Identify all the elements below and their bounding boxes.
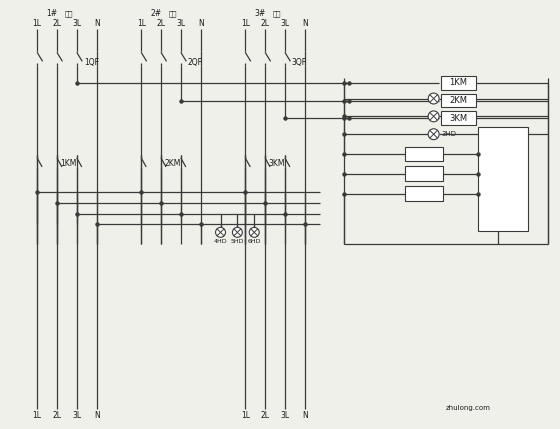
Circle shape	[216, 227, 226, 237]
Text: 3KM: 3KM	[268, 160, 284, 169]
Text: 3L: 3L	[176, 19, 185, 28]
Text: BD: BD	[430, 169, 441, 178]
Text: 6: 6	[515, 186, 520, 195]
Text: N: N	[302, 411, 307, 420]
Text: 1L: 1L	[241, 19, 250, 28]
Text: 1L: 1L	[32, 411, 41, 420]
Circle shape	[249, 227, 259, 237]
Text: +: +	[418, 148, 426, 157]
Text: 3L: 3L	[72, 19, 81, 28]
Text: M: M	[502, 145, 510, 154]
Text: HZ: HZ	[501, 172, 511, 181]
Text: 1L: 1L	[137, 19, 146, 28]
Text: N: N	[94, 411, 100, 420]
Circle shape	[428, 93, 439, 104]
Text: 8: 8	[516, 147, 520, 156]
Text: 2L: 2L	[157, 19, 166, 28]
Text: 1L: 1L	[32, 19, 41, 28]
Text: 3HD: 3HD	[442, 131, 456, 137]
Text: 1QF: 1QF	[84, 58, 99, 67]
Circle shape	[232, 227, 242, 237]
Text: +: +	[418, 187, 426, 197]
Text: N: N	[198, 19, 204, 28]
Bar	[405, 147, 442, 161]
Text: 5: 5	[483, 214, 488, 223]
Text: 2: 2	[412, 169, 417, 178]
Text: N: N	[302, 19, 307, 28]
Text: 2L: 2L	[260, 19, 269, 28]
Text: 2KM: 2KM	[164, 160, 180, 169]
Text: 2QF: 2QF	[188, 58, 203, 67]
Text: 2L: 2L	[260, 411, 269, 420]
Text: 3#: 3#	[255, 9, 266, 18]
Text: 1L: 1L	[241, 411, 250, 420]
Text: 3KM: 3KM	[449, 114, 468, 123]
Bar	[405, 166, 442, 181]
Text: 1HD: 1HD	[442, 96, 456, 102]
Text: 4HD: 4HD	[214, 239, 227, 244]
Text: 1: 1	[483, 186, 488, 195]
Text: 2: 2	[483, 166, 488, 175]
Text: 1KM: 1KM	[450, 78, 468, 87]
Text: 电源: 电源	[273, 10, 281, 17]
Text: 5HD: 5HD	[231, 239, 244, 244]
Text: N: N	[94, 19, 100, 28]
Text: +: +	[418, 167, 426, 177]
Text: 1KM: 1KM	[60, 160, 76, 169]
Bar	[405, 186, 442, 201]
Text: BD: BD	[430, 189, 441, 198]
Text: 303: 303	[500, 182, 513, 188]
Text: 3QF: 3QF	[292, 58, 307, 67]
Text: 4: 4	[483, 199, 488, 208]
Bar	[441, 76, 476, 90]
Text: 2#: 2#	[151, 9, 162, 18]
Text: zhulong.com: zhulong.com	[446, 405, 491, 411]
Bar	[441, 112, 476, 125]
Text: 1: 1	[412, 189, 417, 198]
Text: 3L: 3L	[72, 411, 81, 420]
Text: 2HD: 2HD	[442, 113, 456, 119]
Text: 电源: 电源	[64, 10, 73, 17]
Text: 2L: 2L	[53, 19, 62, 28]
Text: 3: 3	[483, 147, 488, 156]
Bar	[478, 127, 528, 231]
Text: 2KM: 2KM	[450, 96, 468, 105]
Bar	[441, 94, 476, 107]
Text: 7: 7	[515, 166, 520, 175]
Text: 3L: 3L	[281, 19, 290, 28]
Text: 3: 3	[412, 150, 417, 159]
Circle shape	[428, 129, 439, 140]
Text: 3L: 3L	[281, 411, 290, 420]
Text: 1#: 1#	[46, 9, 58, 18]
Text: 6HD: 6HD	[248, 239, 261, 244]
Text: BD: BD	[430, 150, 441, 159]
Text: 电源: 电源	[169, 10, 177, 17]
Circle shape	[428, 111, 439, 122]
Text: 2L: 2L	[53, 411, 62, 420]
